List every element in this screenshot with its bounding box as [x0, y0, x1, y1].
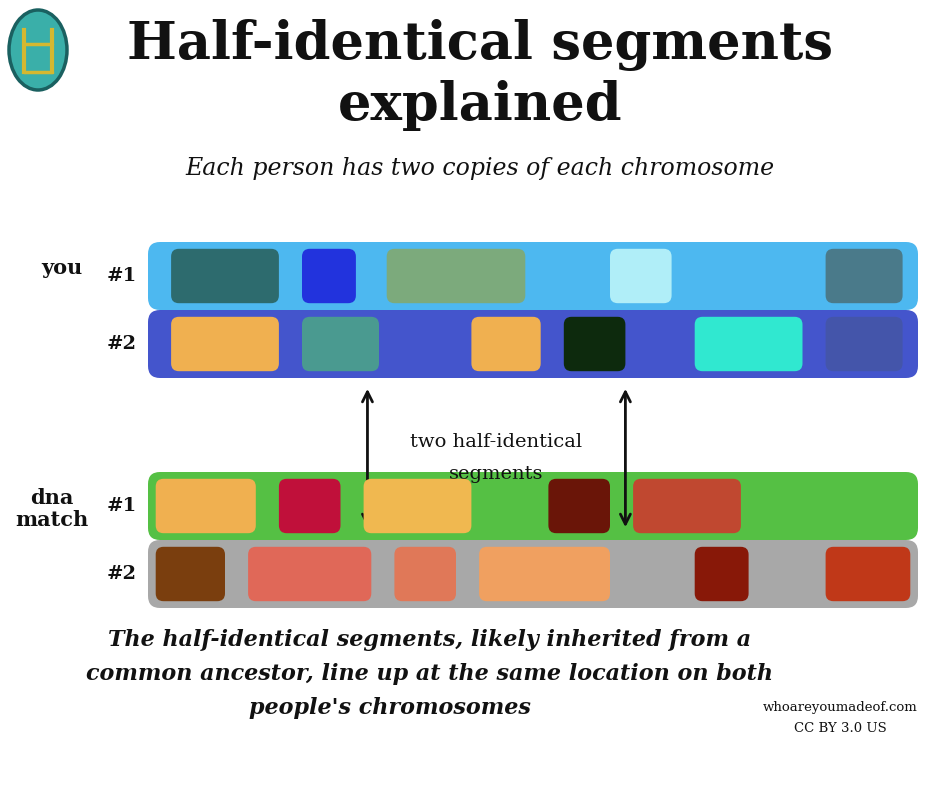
FancyBboxPatch shape	[825, 317, 902, 371]
FancyBboxPatch shape	[148, 242, 918, 310]
FancyBboxPatch shape	[148, 472, 918, 540]
FancyBboxPatch shape	[649, 317, 680, 371]
Text: whoareyoumadeof.com: whoareyoumadeof.com	[762, 701, 917, 715]
FancyBboxPatch shape	[825, 249, 902, 303]
FancyBboxPatch shape	[148, 310, 918, 378]
FancyBboxPatch shape	[402, 317, 448, 371]
FancyBboxPatch shape	[302, 317, 379, 371]
Text: common ancestor, line up at the same location on both: common ancestor, line up at the same loc…	[86, 663, 774, 685]
Text: Each person has two copies of each chromosome: Each person has two copies of each chrom…	[185, 157, 775, 180]
FancyBboxPatch shape	[171, 249, 279, 303]
Text: people's chromosomes: people's chromosomes	[249, 697, 531, 719]
FancyBboxPatch shape	[494, 479, 525, 533]
FancyBboxPatch shape	[148, 540, 918, 608]
Text: segments: segments	[449, 465, 543, 483]
Text: Half-identical segments: Half-identical segments	[127, 19, 833, 71]
Text: #1: #1	[107, 267, 137, 285]
Text: dna: dna	[30, 488, 73, 508]
Text: match: match	[15, 510, 88, 530]
FancyBboxPatch shape	[695, 547, 748, 601]
Text: #1: #1	[107, 497, 137, 515]
FancyBboxPatch shape	[548, 479, 610, 533]
Text: The half-identical segments, likely inherited from a: The half-identical segments, likely inhe…	[108, 629, 752, 651]
Text: #2: #2	[107, 335, 137, 353]
FancyBboxPatch shape	[695, 317, 803, 371]
Text: you: you	[41, 258, 83, 278]
FancyBboxPatch shape	[772, 547, 810, 601]
FancyBboxPatch shape	[279, 479, 340, 533]
Text: two half-identical: two half-identical	[411, 433, 583, 451]
Text: #2: #2	[107, 565, 137, 583]
FancyBboxPatch shape	[395, 547, 456, 601]
FancyBboxPatch shape	[564, 317, 625, 371]
FancyBboxPatch shape	[471, 317, 540, 371]
FancyBboxPatch shape	[825, 547, 910, 601]
FancyBboxPatch shape	[764, 479, 910, 533]
FancyBboxPatch shape	[634, 479, 741, 533]
FancyBboxPatch shape	[171, 317, 279, 371]
Ellipse shape	[9, 10, 67, 90]
FancyBboxPatch shape	[479, 547, 610, 601]
FancyBboxPatch shape	[695, 249, 803, 303]
FancyBboxPatch shape	[156, 547, 225, 601]
FancyBboxPatch shape	[364, 479, 471, 533]
Text: explained: explained	[337, 80, 622, 131]
FancyBboxPatch shape	[248, 547, 371, 601]
FancyBboxPatch shape	[610, 249, 671, 303]
FancyBboxPatch shape	[302, 249, 356, 303]
FancyBboxPatch shape	[556, 249, 595, 303]
FancyBboxPatch shape	[156, 479, 256, 533]
FancyBboxPatch shape	[386, 249, 525, 303]
FancyBboxPatch shape	[634, 547, 671, 601]
Text: CC BY 3.0 US: CC BY 3.0 US	[793, 722, 886, 734]
